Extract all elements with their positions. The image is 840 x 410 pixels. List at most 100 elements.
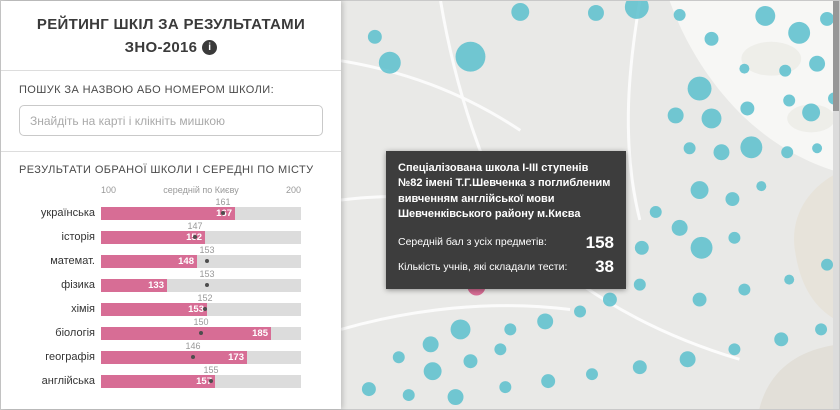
school-marker[interactable] xyxy=(755,5,776,26)
city-average-dot xyxy=(203,307,207,311)
tooltip-row: Кількість учнів, які складали тести: 38 xyxy=(398,255,614,280)
school-marker[interactable] xyxy=(809,55,826,72)
city-average-dot xyxy=(221,211,225,215)
school-score-value: 185 xyxy=(252,328,268,339)
school-marker[interactable] xyxy=(784,274,795,285)
chart-row-фізика: фізика 153 133 xyxy=(19,269,323,294)
score-track: 173 xyxy=(101,351,301,364)
school-marker[interactable] xyxy=(624,1,649,19)
school-marker[interactable] xyxy=(740,101,755,116)
school-marker[interactable] xyxy=(704,31,719,46)
city-average-value: 146 xyxy=(185,341,201,351)
city-average-dot xyxy=(191,355,195,359)
school-marker[interactable] xyxy=(422,336,439,353)
school-marker[interactable] xyxy=(367,29,382,44)
school-marker[interactable] xyxy=(378,51,401,74)
school-marker[interactable] xyxy=(504,323,517,336)
school-marker[interactable] xyxy=(812,143,823,154)
school-marker[interactable] xyxy=(494,343,507,356)
chart-row-історія: історія 147152 xyxy=(19,221,323,246)
school-marker[interactable] xyxy=(701,108,722,129)
city-average-dot xyxy=(205,259,209,263)
school-marker[interactable] xyxy=(687,76,712,101)
city-average-value: 147 xyxy=(187,221,203,231)
school-marker[interactable] xyxy=(783,94,796,107)
school-marker[interactable] xyxy=(728,231,741,244)
school-marker[interactable] xyxy=(463,354,478,369)
school-marker[interactable] xyxy=(450,319,471,340)
school-marker[interactable] xyxy=(788,21,811,44)
school-marker[interactable] xyxy=(679,351,696,368)
school-marker[interactable] xyxy=(499,381,512,394)
school-marker[interactable] xyxy=(690,181,709,200)
tooltip-avg-score-value: 158 xyxy=(585,232,614,252)
school-score-bar: 133 xyxy=(101,279,167,292)
school-score-value: 148 xyxy=(178,256,194,267)
school-score-bar: 157 xyxy=(101,375,215,388)
score-track: 153 xyxy=(101,303,301,316)
scrollbar[interactable] xyxy=(833,1,839,409)
subject-label: англійська xyxy=(41,375,95,387)
school-marker[interactable] xyxy=(713,144,730,161)
scrollbar-thumb[interactable] xyxy=(833,1,839,111)
chart-row-географія: географія 146 173 xyxy=(19,341,323,366)
school-marker[interactable] xyxy=(802,103,821,122)
school-marker[interactable] xyxy=(423,362,442,381)
school-marker[interactable] xyxy=(739,63,750,74)
tooltip-avg-score-label: Середній бал з усіх предметів: xyxy=(398,236,547,249)
school-marker[interactable] xyxy=(725,192,740,206)
school-marker[interactable] xyxy=(781,146,794,159)
school-marker[interactable] xyxy=(632,360,647,375)
tooltip-student-count-label: Кількість учнів, які складали тести: xyxy=(398,260,568,273)
school-score-bar: 153 xyxy=(101,303,207,316)
school-marker[interactable] xyxy=(815,323,828,336)
school-marker[interactable] xyxy=(649,205,662,218)
info-icon[interactable]: i xyxy=(202,40,218,56)
school-marker[interactable] xyxy=(511,2,530,21)
school-marker[interactable] xyxy=(673,8,686,21)
school-marker[interactable] xyxy=(728,343,741,356)
school-marker[interactable] xyxy=(683,142,696,155)
subject-label: історія xyxy=(61,231,96,243)
school-marker[interactable] xyxy=(586,368,598,381)
tooltip-school-name: Спеціалізована школа I-III ступенів №82 … xyxy=(398,162,611,221)
school-marker[interactable] xyxy=(392,351,405,364)
tooltip-row: Середній бал з усіх предметів: 158 xyxy=(398,231,614,256)
subject-label: математ. xyxy=(50,255,95,267)
school-marker[interactable] xyxy=(756,181,767,192)
map[interactable]: Спеціалізована школа I-III ступенів №82 … xyxy=(341,1,839,409)
school-marker[interactable] xyxy=(671,219,688,236)
map-island xyxy=(741,41,802,76)
page-title-text: РЕЙТИНГ ШКІЛ ЗА РЕЗУЛЬТАТАМИ ЗНО-2016 xyxy=(36,16,306,56)
school-marker[interactable] xyxy=(402,389,415,402)
school-score-value: 153 xyxy=(188,304,204,315)
school-marker[interactable] xyxy=(774,332,789,347)
school-marker[interactable] xyxy=(602,292,617,307)
school-marker[interactable] xyxy=(361,382,376,397)
search-input[interactable] xyxy=(19,105,323,136)
school-marker[interactable] xyxy=(692,292,707,307)
school-marker[interactable] xyxy=(779,64,792,77)
city-average-value: 152 xyxy=(197,293,213,303)
school-marker[interactable] xyxy=(738,283,751,296)
school-marker[interactable] xyxy=(633,278,646,291)
school-marker[interactable] xyxy=(455,41,486,72)
school-marker[interactable] xyxy=(447,389,464,406)
school-marker[interactable] xyxy=(634,240,649,255)
school-score-bar: 167 xyxy=(101,207,235,220)
chart-row-українська: українська 161167 xyxy=(19,197,323,222)
map-park xyxy=(759,344,839,409)
school-marker[interactable] xyxy=(588,4,604,21)
school-marker[interactable] xyxy=(821,258,834,271)
axis-min-label: 100 xyxy=(101,185,117,195)
school-marker[interactable] xyxy=(541,374,556,389)
school-marker[interactable] xyxy=(820,11,835,26)
subject-label: географія xyxy=(45,351,95,363)
school-marker[interactable] xyxy=(690,236,713,259)
school-marker[interactable] xyxy=(667,107,684,124)
subject-label: біологія xyxy=(55,327,95,339)
school-score-bar: 152 xyxy=(101,231,205,244)
school-marker[interactable] xyxy=(574,305,587,318)
school-marker[interactable] xyxy=(740,136,763,159)
school-marker[interactable] xyxy=(537,313,554,330)
